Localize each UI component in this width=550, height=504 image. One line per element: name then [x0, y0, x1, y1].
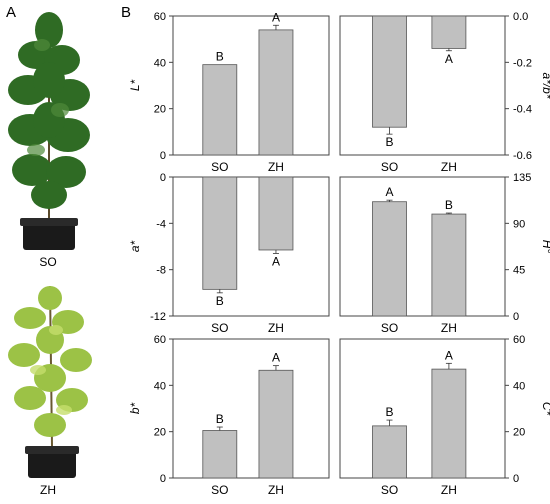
significance-letter-zh: B — [445, 198, 453, 212]
y-tick-label: 90 — [513, 218, 525, 230]
bar-zh — [431, 213, 467, 317]
x-tick-label-so: SO — [381, 321, 398, 335]
so-plant-image — [8, 12, 90, 250]
x-tick-label-so: SO — [381, 160, 398, 174]
bar-zh — [431, 15, 467, 49]
bar-zh — [431, 368, 467, 479]
bar-zh — [258, 369, 294, 479]
y-tick-label: 0 — [513, 311, 519, 323]
y-tick-label: -0.4 — [513, 104, 532, 116]
y-tick-label: 0 — [160, 150, 166, 162]
x-tick-label-zh: ZH — [268, 160, 284, 174]
y-axis-label: a*/b* — [540, 72, 550, 98]
zh-pot — [28, 450, 76, 478]
x-tick-label-so: SO — [211, 483, 228, 497]
x-tick-label-so: SO — [211, 160, 228, 174]
y-tick-label: 20 — [513, 427, 525, 439]
bar-so — [372, 15, 407, 128]
bar-zh — [258, 176, 294, 251]
so-foliage — [8, 12, 90, 209]
x-tick-label-zh: ZH — [268, 483, 284, 497]
plot-frame-2 — [339, 15, 506, 156]
y-tick-label: -0.6 — [513, 150, 532, 162]
y-tick-label: 0 — [160, 172, 166, 184]
y-tick-label: 0 — [513, 473, 519, 485]
x-tick-label-zh: ZH — [441, 160, 457, 174]
bar-zh — [258, 29, 294, 156]
so-pot — [23, 222, 75, 250]
y-tick-label: 20 — [154, 104, 166, 116]
bar-so — [372, 425, 407, 479]
significance-letter-so: B — [216, 294, 224, 308]
zh-pot-rim — [25, 446, 79, 454]
plot-frame-5 — [172, 338, 330, 479]
y-tick-label: -4 — [156, 218, 166, 230]
plot-frame-1 — [172, 15, 330, 156]
y-tick-label: 45 — [513, 265, 525, 277]
panel-label-b: B — [121, 4, 132, 21]
significance-letter-so: A — [385, 185, 393, 199]
plant-label-so: SO — [39, 255, 57, 269]
significance-letter-so: B — [385, 405, 393, 419]
y-tick-label: 0 — [160, 473, 166, 485]
bar-so — [202, 64, 238, 156]
x-tick-label-zh: ZH — [441, 483, 457, 497]
significance-letter-so: B — [216, 50, 224, 64]
y-tick-label: 40 — [513, 380, 525, 392]
y-tick-label: 60 — [154, 334, 166, 346]
y-axis-label: H° — [540, 240, 550, 254]
bar-so — [202, 176, 238, 290]
y-tick-label: 40 — [154, 57, 166, 69]
significance-letter-so: B — [385, 135, 393, 149]
bar-so — [202, 430, 238, 479]
x-tick-label-so: SO — [381, 483, 398, 497]
y-tick-label: 60 — [513, 334, 525, 346]
significance-letter-zh: A — [272, 351, 280, 365]
so-pot-rim — [20, 218, 78, 226]
plot-frame-3 — [172, 176, 330, 317]
significance-letter-zh: A — [272, 254, 280, 268]
bar-so — [372, 201, 407, 317]
y-axis-label: L* — [128, 79, 142, 91]
x-tick-label-zh: ZH — [268, 321, 284, 335]
y-axis-label: a* — [128, 240, 142, 252]
y-tick-label: 0.0 — [513, 11, 528, 23]
y-tick-label: 20 — [154, 427, 166, 439]
plot-frame-4 — [339, 176, 506, 317]
panel-label-a: A — [6, 4, 17, 21]
y-axis-label: b* — [128, 402, 142, 414]
significance-letter-zh: A — [272, 10, 280, 24]
significance-letter-so: B — [216, 412, 224, 426]
y-tick-label: 135 — [513, 172, 531, 184]
y-tick-label: -8 — [156, 265, 166, 277]
y-axis-label: C* — [540, 402, 550, 416]
significance-letter-zh: A — [445, 348, 453, 362]
plant-photos — [8, 12, 92, 478]
y-tick-label: 40 — [154, 380, 166, 392]
plot-frame-6 — [339, 338, 506, 479]
y-tick-label: 60 — [154, 11, 166, 23]
plant-label-zh: ZH — [40, 483, 56, 497]
y-tick-label: -0.2 — [513, 57, 532, 69]
y-tick-label: -12 — [150, 311, 166, 323]
x-tick-label-so: SO — [211, 321, 228, 335]
significance-letter-zh: A — [445, 52, 453, 66]
zh-plant-image — [8, 285, 92, 478]
x-tick-label-zh: ZH — [441, 321, 457, 335]
